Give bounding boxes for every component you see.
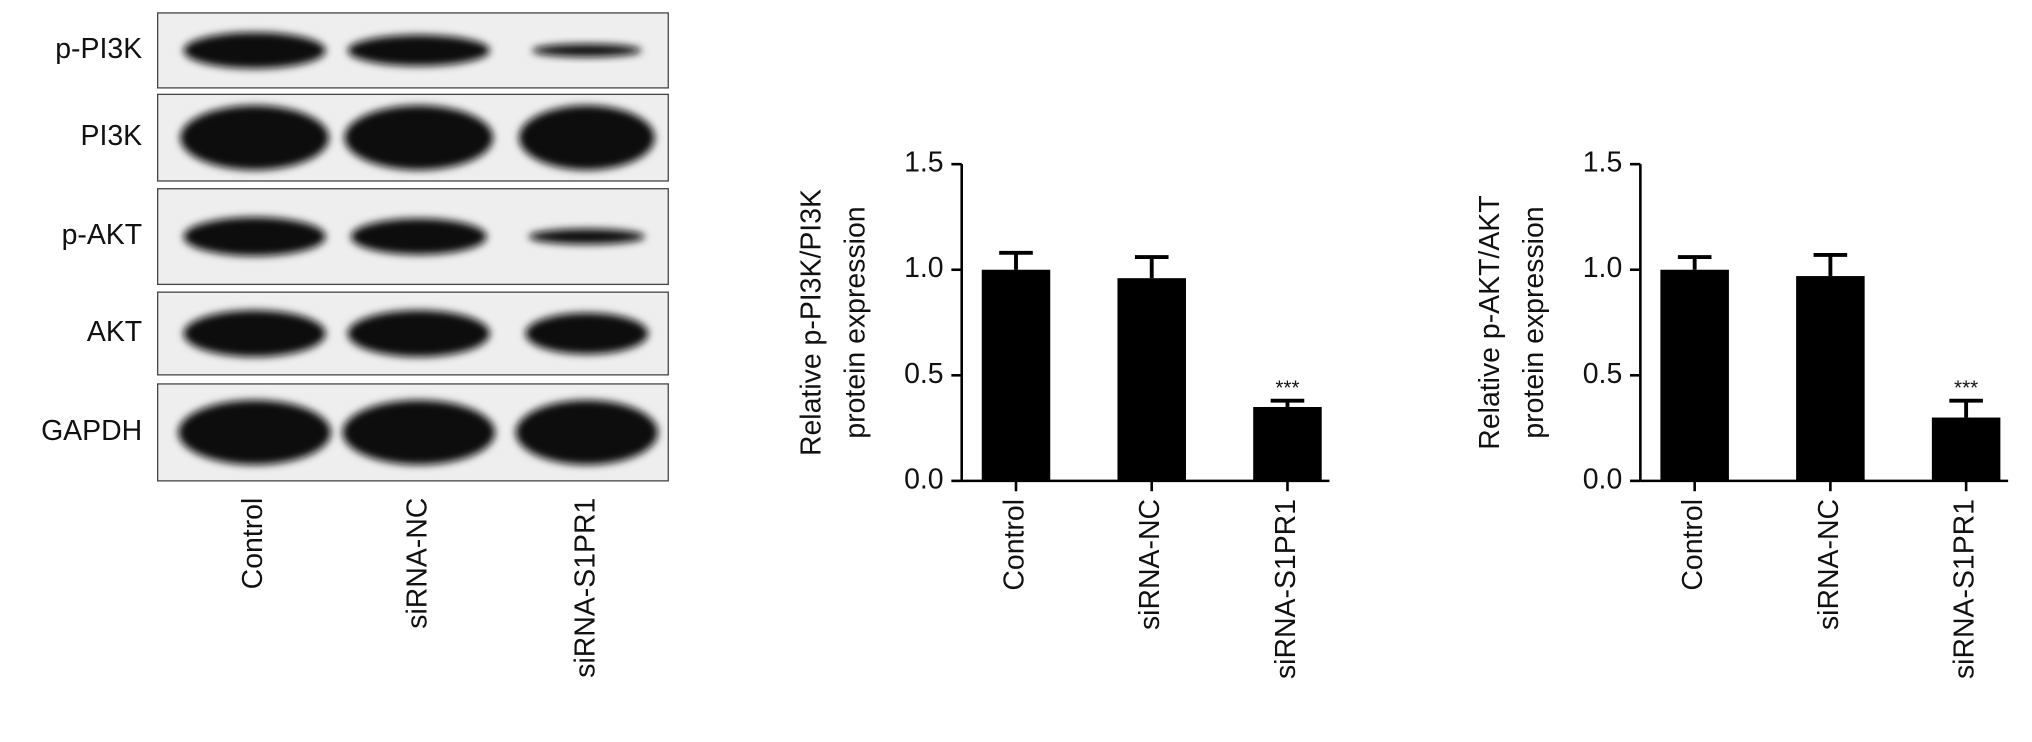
blot-row-label: PI3K [81,120,143,152]
y-tick-label: 0.5 [1583,358,1623,390]
blot-row-label: p-PI3K [55,33,142,65]
error-bar [1949,398,1983,418]
x-tick-label: siRNA-S1PR1 [1270,499,1302,679]
x-tick-label: Control [1677,499,1709,591]
significance: *** [1275,376,1299,399]
y-tick-label: 1.0 [904,252,944,284]
blot-band [525,312,649,355]
blot-band [183,32,326,69]
significance: *** [1954,376,1978,399]
y-tick-label: 0.0 [904,463,944,495]
x-tick-label: siRNA-S1PR1 [1949,499,1981,679]
y-axis-label: protein expression [1518,206,1550,438]
blot-row-label: p-AKT [62,219,143,251]
y-tick-label: 1.5 [1583,147,1623,179]
blot-band [180,105,329,170]
error-bar [1270,398,1305,407]
y-axis-label: Relative p-PI3K/PI3K [796,189,828,456]
bar [981,269,1051,481]
y-axis-label: protein expression [840,206,872,438]
blot-band [528,228,645,245]
blot-row-label: AKT [87,316,142,348]
blot-band [178,400,331,465]
blot-lane-label: siRNA-S1PR1 [569,498,601,678]
blot-band [347,34,490,66]
blot-band [344,105,494,170]
bar [1931,417,2001,481]
blot-band [183,217,326,256]
error-bar [1677,255,1712,270]
y-tick-label: 0.5 [904,358,944,390]
x-tick-label: siRNA-NC [1134,499,1166,630]
x-tick-label: siRNA-NC [1813,499,1845,630]
error-bar [1134,255,1169,279]
bar [1253,406,1322,481]
y-tick-label: 1.0 [1583,252,1623,284]
blot-lane-label: Control [237,498,269,590]
blot-band [531,43,642,57]
y-axis-label: Relative p-AKT/AKT [1474,195,1506,449]
bar [1796,276,1865,481]
blot-lane-label: siRNA-NC [401,498,433,629]
x-tick-label: Control [999,499,1031,591]
error-bar [999,250,1033,270]
blot-row-label: GAPDH [41,415,142,447]
error-bar [1813,253,1848,277]
bar [1117,278,1186,481]
y-tick-label: 0.0 [1583,463,1623,495]
blot-band [342,400,496,465]
bar [1660,269,1729,481]
blot-band [518,105,655,170]
blot-band [347,310,490,357]
blot-band [183,310,326,357]
y-tick-label: 1.5 [904,147,944,179]
blot-band [515,400,658,465]
blot-band [350,218,487,255]
